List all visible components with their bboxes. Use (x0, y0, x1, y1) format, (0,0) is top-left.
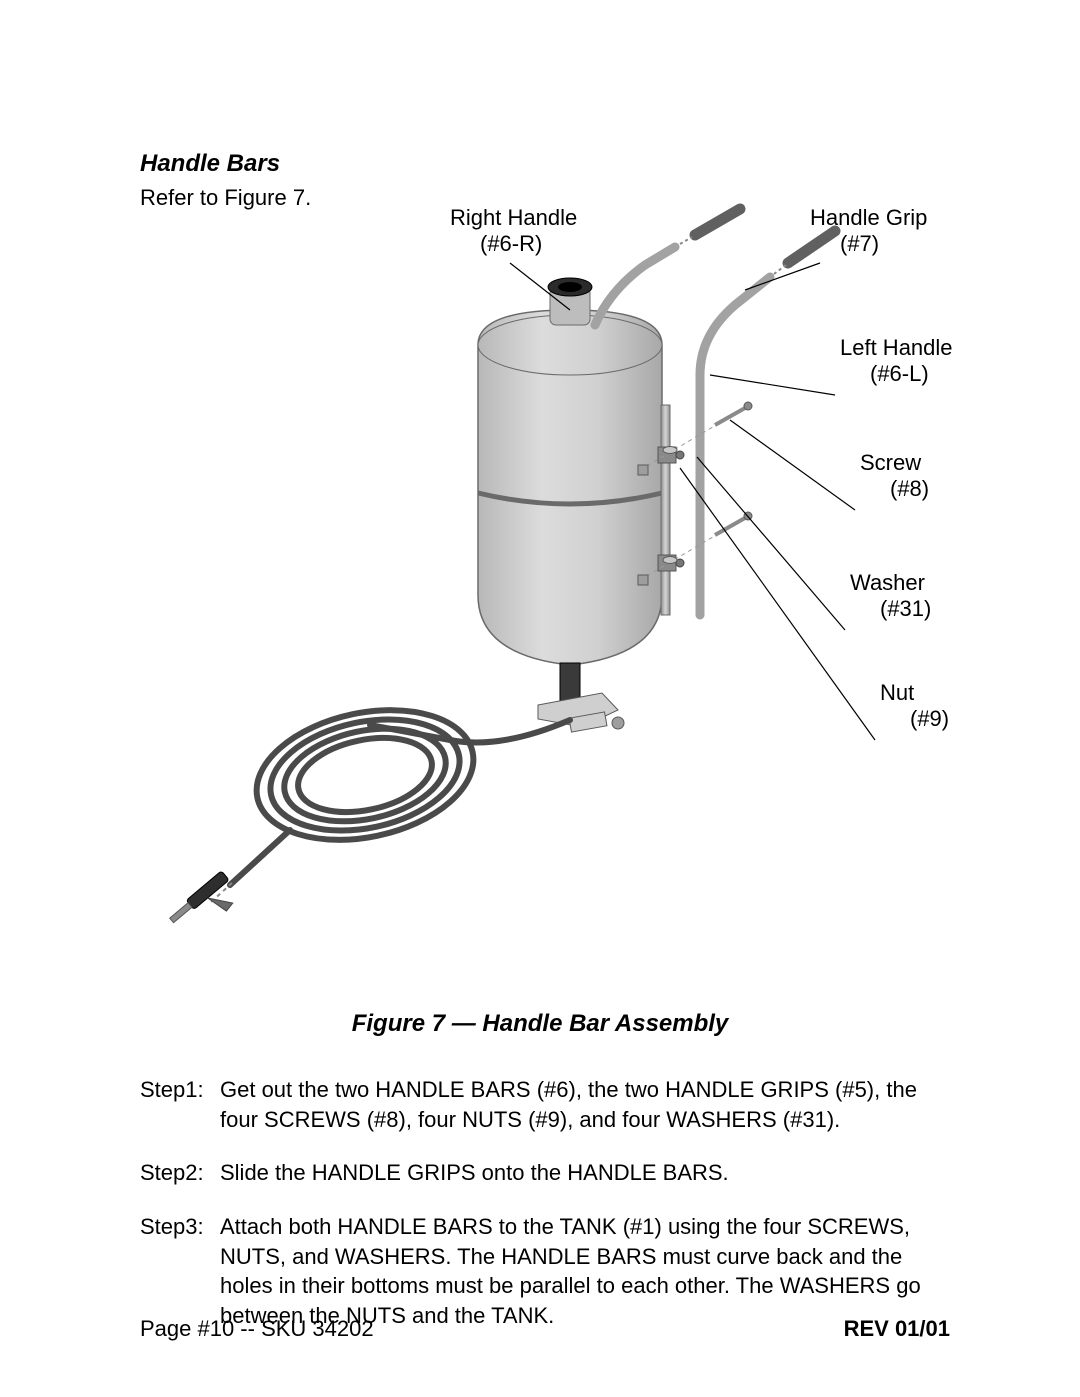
callout-screw: Screw(#8) (730, 420, 929, 510)
assembly-diagram: Right Handle(#6-R) Handle Grip(#7) Left Ha… (140, 195, 955, 975)
footer-rev: REV 01/01 (844, 1316, 950, 1342)
figure-caption: Figure 7 — Handle Bar Assembly (0, 1010, 1080, 1038)
callout-left-handle: Left Handle(#6-L) (710, 335, 953, 395)
figure-7: Right Handle(#6-R) Handle Grip(#7) Left Ha… (140, 195, 955, 975)
callout-ref: (#31) (880, 596, 931, 621)
step-text: Slide the HANDLE GRIPS onto the HANDLE B… (220, 1158, 955, 1188)
step-label: Step3: (140, 1212, 220, 1331)
step-3: Step3:Attach both HANDLE BARS to the TAN… (140, 1212, 955, 1331)
step-2: Step2:Slide the HANDLE GRIPS onto the HA… (140, 1158, 955, 1188)
callout-label: Right Handle (450, 205, 577, 230)
step-text: Attach both HANDLE BARS to the TANK (#1)… (220, 1212, 955, 1331)
mount-bar (658, 405, 684, 615)
step-text: Get out the two HANDLE BARS (#6), the tw… (220, 1075, 955, 1134)
assembly-steps: Step1:Get out the two HANDLE BARS (#6), … (140, 1075, 955, 1355)
right-handle (595, 209, 740, 325)
callout-ref: (#6-L) (870, 361, 929, 386)
section-title: Handle Bars (140, 150, 280, 178)
callout-ref: (#7) (840, 231, 879, 256)
callout-label: Screw (860, 450, 921, 475)
step-label: Step2: (140, 1158, 220, 1188)
callout-ref: (#6-R) (480, 231, 542, 256)
callout-label: Nut (880, 680, 914, 705)
step-1: Step1:Get out the two HANDLE BARS (#6), … (140, 1075, 955, 1134)
callout-label: Washer (850, 570, 925, 595)
callout-ref: (#8) (890, 476, 929, 501)
tank (478, 278, 662, 732)
manual-page: Handle Bars Refer to Figure 7. (0, 0, 1080, 1397)
step-label: Step1: (140, 1075, 220, 1134)
hose-assembly (168, 691, 570, 941)
footer-page-sku: Page #10 -- SKU 34202 (140, 1316, 374, 1342)
callout-label: Handle Grip (810, 205, 927, 230)
callout-ref: (#9) (910, 706, 949, 731)
callout-label: Left Handle (840, 335, 953, 360)
